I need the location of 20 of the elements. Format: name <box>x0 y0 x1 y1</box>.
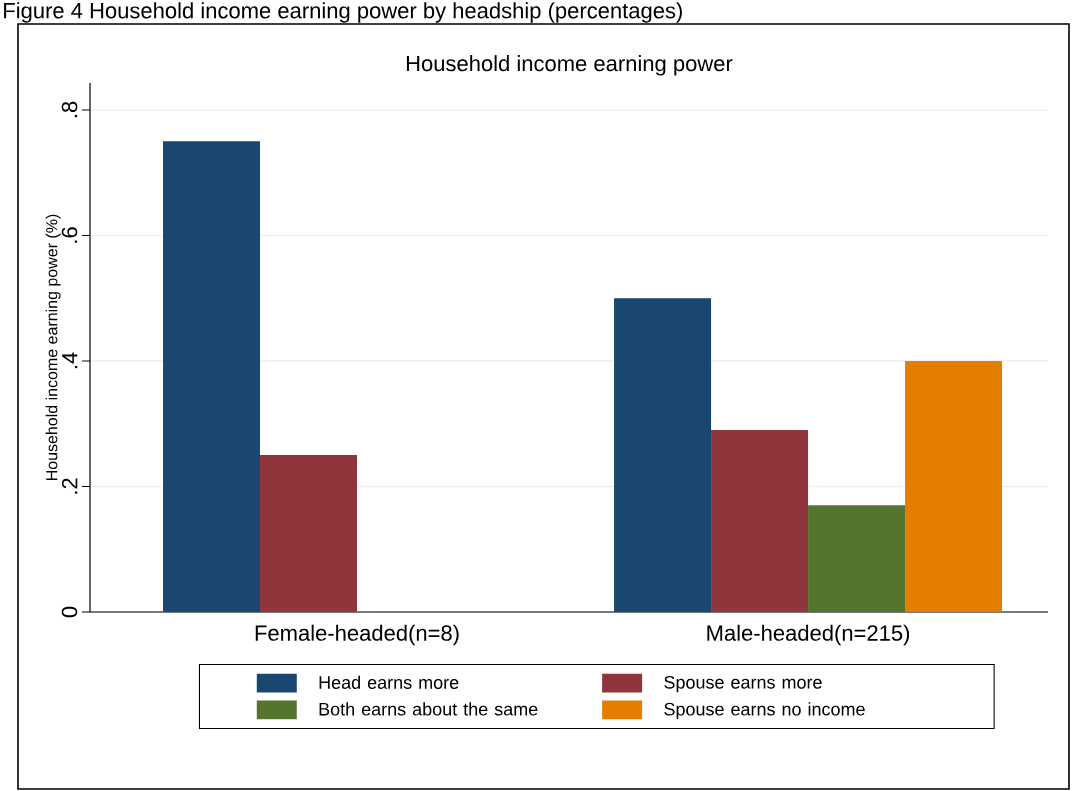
bar <box>808 505 906 612</box>
legend-label: Head earns more <box>319 675 459 689</box>
caption: Figure 4 Household income earning power by headship (percentages) <box>4 2 682 23</box>
legend-label: Spouse earns more <box>664 675 822 693</box>
y-tick-label: .6 <box>61 227 78 243</box>
y-tick-label: 0 <box>61 606 78 618</box>
bar <box>711 430 809 612</box>
bar <box>163 141 261 612</box>
chart-title: Household income earning power <box>406 55 733 76</box>
legend-label: Both earns about the same <box>319 702 538 716</box>
x-tick-label: Female-headed(n=8) <box>255 624 459 646</box>
y-axis-title: Household income earning power (%) <box>45 214 61 481</box>
bar <box>905 360 1003 612</box>
bar <box>260 455 358 612</box>
y-tick-label: .8 <box>61 101 78 118</box>
bar <box>614 298 712 612</box>
x-tick-label: Male-headed(n=215) <box>707 624 910 646</box>
legend-label: Spouse earns no income <box>664 702 865 720</box>
y-tick-label: .2 <box>61 478 78 494</box>
y-tick-label: .4 <box>62 352 78 369</box>
